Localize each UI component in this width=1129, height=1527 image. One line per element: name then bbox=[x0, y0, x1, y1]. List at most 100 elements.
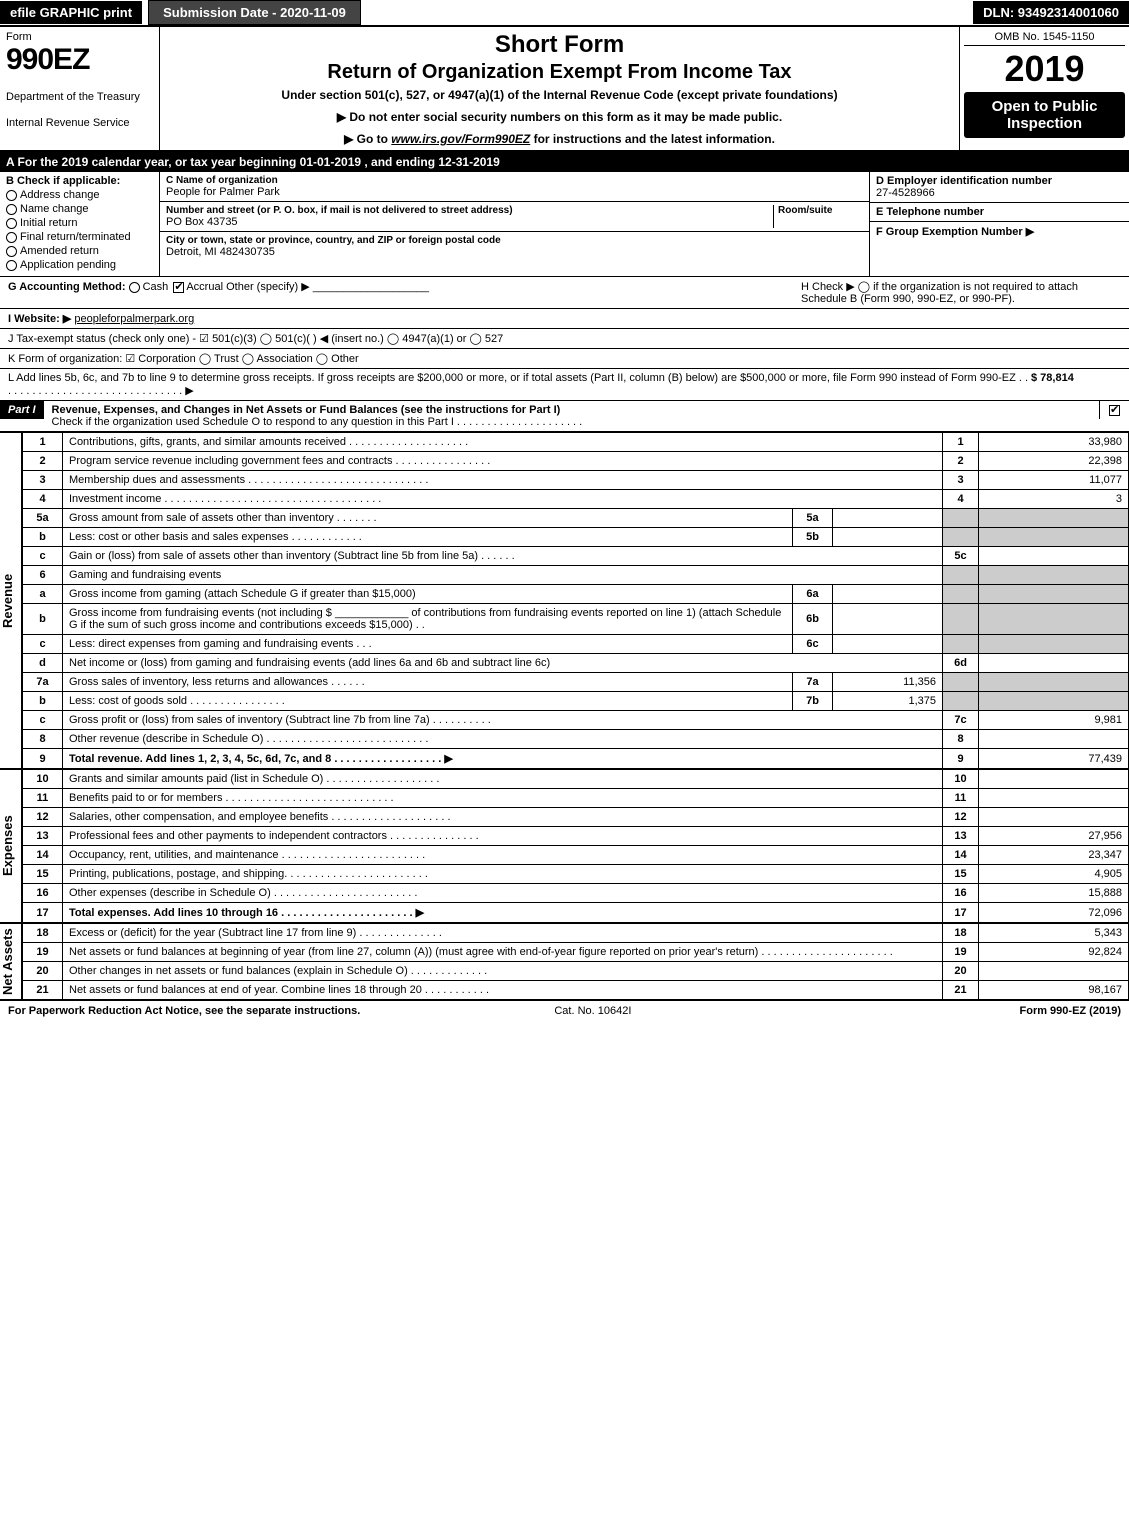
cash-label: Cash bbox=[143, 281, 169, 293]
line-12: 12Salaries, other compensation, and empl… bbox=[23, 808, 1129, 827]
org-name-block: C Name of organization People for Palmer… bbox=[160, 172, 869, 202]
header-left: Form 990EZ Department of the Treasury In… bbox=[0, 27, 160, 150]
cb-name-change[interactable]: Name change bbox=[6, 203, 153, 215]
row-h: H Check ▶ ◯ if the organization is not r… bbox=[801, 280, 1121, 305]
dept-treasury: Department of the Treasury bbox=[6, 91, 153, 103]
cb-address-change[interactable]: Address change bbox=[6, 189, 153, 201]
line-15: 15Printing, publications, postage, and s… bbox=[23, 865, 1129, 884]
net-assets-table: 18Excess or (deficit) for the year (Subt… bbox=[22, 923, 1129, 1000]
line-6a: aGross income from gaming (attach Schedu… bbox=[23, 585, 1129, 604]
line-4: 4Investment income . . . . . . . . . . .… bbox=[23, 490, 1129, 509]
city-block: City or town, state or province, country… bbox=[160, 232, 869, 261]
line-6d: dNet income or (loss) from gaming and fu… bbox=[23, 654, 1129, 673]
row-g: G Accounting Method: Cash Accrual Other … bbox=[8, 280, 801, 305]
return-title: Return of Organization Exempt From Incom… bbox=[168, 61, 951, 84]
goto-prefix: ▶ Go to bbox=[344, 132, 391, 146]
cb-final-return[interactable]: Final return/terminated bbox=[6, 231, 153, 243]
short-form-title: Short Form bbox=[168, 31, 951, 59]
row-l-text: L Add lines 5b, 6c, and 7b to line 9 to … bbox=[8, 372, 1031, 397]
checkbox-accrual-icon[interactable] bbox=[173, 282, 184, 293]
row-a-tax-year: A For the 2019 calendar year, or tax yea… bbox=[0, 152, 1129, 172]
line-5a: 5aGross amount from sale of assets other… bbox=[23, 509, 1129, 528]
checkbox-icon[interactable] bbox=[6, 204, 17, 215]
expenses-section: Expenses 10Grants and similar amounts pa… bbox=[0, 769, 1129, 923]
ein-value: 27-4528966 bbox=[876, 187, 1123, 199]
address-label: Number and street (or P. O. box, if mail… bbox=[166, 205, 773, 216]
checkbox-icon[interactable] bbox=[6, 232, 17, 243]
footer-left: For Paperwork Reduction Act Notice, see … bbox=[8, 1005, 360, 1017]
line-16: 16Other expenses (describe in Schedule O… bbox=[23, 884, 1129, 903]
checkbox-icon[interactable] bbox=[6, 218, 17, 229]
telephone-block: E Telephone number bbox=[870, 203, 1129, 222]
accrual-label: Accrual bbox=[186, 281, 223, 293]
address-value: PO Box 43735 bbox=[166, 216, 773, 228]
page-footer: For Paperwork Reduction Act Notice, see … bbox=[0, 1000, 1129, 1021]
info-grid: B Check if applicable: Address change Na… bbox=[0, 172, 1129, 277]
ein-label: D Employer identification number bbox=[876, 175, 1123, 187]
cb-application-pending[interactable]: Application pending bbox=[6, 259, 153, 271]
line-20: 20Other changes in net assets or fund ba… bbox=[23, 962, 1129, 981]
expenses-side-label: Expenses bbox=[0, 769, 22, 923]
ein-block: D Employer identification number 27-4528… bbox=[870, 172, 1129, 203]
efile-button[interactable]: efile GRAPHIC print bbox=[0, 1, 142, 24]
form-label: Form bbox=[6, 31, 153, 43]
checkbox-icon[interactable] bbox=[6, 190, 17, 201]
cb-initial-return[interactable]: Initial return bbox=[6, 217, 153, 229]
row-g-h: G Accounting Method: Cash Accrual Other … bbox=[0, 277, 1129, 309]
line-18: 18Excess or (deficit) for the year (Subt… bbox=[23, 924, 1129, 943]
section-b: B Check if applicable: Address change Na… bbox=[0, 172, 160, 276]
line-8: 8Other revenue (describe in Schedule O) … bbox=[23, 730, 1129, 749]
checkbox-icon[interactable] bbox=[6, 260, 17, 271]
line-17: 17Total expenses. Add lines 10 through 1… bbox=[23, 903, 1129, 923]
footer-catalog: Cat. No. 10642I bbox=[554, 1005, 631, 1017]
line-9: 9Total revenue. Add lines 1, 2, 3, 4, 5c… bbox=[23, 749, 1129, 769]
line-5b: bLess: cost or other basis and sales exp… bbox=[23, 528, 1129, 547]
irs-link[interactable]: www.irs.gov/Form990EZ bbox=[391, 132, 530, 146]
row-i: I Website: ▶ peopleforpalmerpark.org bbox=[0, 309, 1129, 329]
line-6: 6Gaming and fundraising events bbox=[23, 566, 1129, 585]
cb-amended-return[interactable]: Amended return bbox=[6, 245, 153, 257]
footer-form-ref: Form 990-EZ (2019) bbox=[1020, 1005, 1121, 1017]
part-1-checkbox[interactable] bbox=[1099, 401, 1129, 419]
line-6b: bGross income from fundraising events (n… bbox=[23, 604, 1129, 635]
omb-number: OMB No. 1545-1150 bbox=[964, 31, 1125, 46]
net-assets-section: Net Assets 18Excess or (deficit) for the… bbox=[0, 923, 1129, 1000]
group-exemption-label: F Group Exemption Number ▶ bbox=[876, 225, 1123, 238]
net-assets-side-label: Net Assets bbox=[0, 923, 22, 1000]
row-k: K Form of organization: ☑ Corporation ◯ … bbox=[0, 349, 1129, 369]
org-name-label: C Name of organization bbox=[166, 175, 863, 186]
accounting-method-label: G Accounting Method: bbox=[8, 281, 126, 293]
line-7a: 7aGross sales of inventory, less returns… bbox=[23, 673, 1129, 692]
line-3: 3Membership dues and assessments . . . .… bbox=[23, 471, 1129, 490]
line-7c: cGross profit or (loss) from sales of in… bbox=[23, 711, 1129, 730]
part-1-header: Part I Revenue, Expenses, and Changes in… bbox=[0, 401, 1129, 432]
row-l-amount: $ 78,814 bbox=[1031, 372, 1121, 397]
line-5c: cGain or (loss) from sale of assets othe… bbox=[23, 547, 1129, 566]
submission-date-button[interactable]: Submission Date - 2020-11-09 bbox=[148, 0, 361, 25]
form-code: 990EZ bbox=[6, 43, 153, 77]
form-header: Form 990EZ Department of the Treasury In… bbox=[0, 27, 1129, 152]
revenue-table: 1Contributions, gifts, grants, and simil… bbox=[22, 432, 1129, 769]
city-value: Detroit, MI 482430735 bbox=[166, 246, 863, 258]
tax-year: 2019 bbox=[964, 48, 1125, 90]
line-11: 11Benefits paid to or for members . . . … bbox=[23, 789, 1129, 808]
under-section: Under section 501(c), 527, or 4947(a)(1)… bbox=[168, 88, 951, 102]
telephone-label: E Telephone number bbox=[876, 206, 1123, 218]
row-j: J Tax-exempt status (check only one) - ☑… bbox=[0, 329, 1129, 349]
website-link[interactable]: peopleforpalmerpark.org bbox=[74, 313, 194, 325]
radio-cash-icon[interactable] bbox=[129, 282, 140, 293]
checkbox-icon[interactable] bbox=[1109, 405, 1120, 416]
dln-label: DLN: 93492314001060 bbox=[973, 1, 1129, 24]
section-b-title: B Check if applicable: bbox=[6, 175, 153, 187]
group-exemption-block: F Group Exemption Number ▶ bbox=[870, 222, 1129, 241]
website-label: I Website: ▶ bbox=[8, 313, 71, 325]
line-19: 19Net assets or fund balances at beginni… bbox=[23, 943, 1129, 962]
line-6c: cLess: direct expenses from gaming and f… bbox=[23, 635, 1129, 654]
header-mid: Short Form Return of Organization Exempt… bbox=[160, 27, 959, 150]
line-13: 13Professional fees and other payments t… bbox=[23, 827, 1129, 846]
expenses-table: 10Grants and similar amounts paid (list … bbox=[22, 769, 1129, 923]
part-1-label: Part I bbox=[0, 401, 44, 419]
open-to-public: Open to Public Inspection bbox=[964, 92, 1125, 138]
checkbox-icon[interactable] bbox=[6, 246, 17, 257]
goto-line: ▶ Go to www.irs.gov/Form990EZ for instru… bbox=[168, 132, 951, 146]
